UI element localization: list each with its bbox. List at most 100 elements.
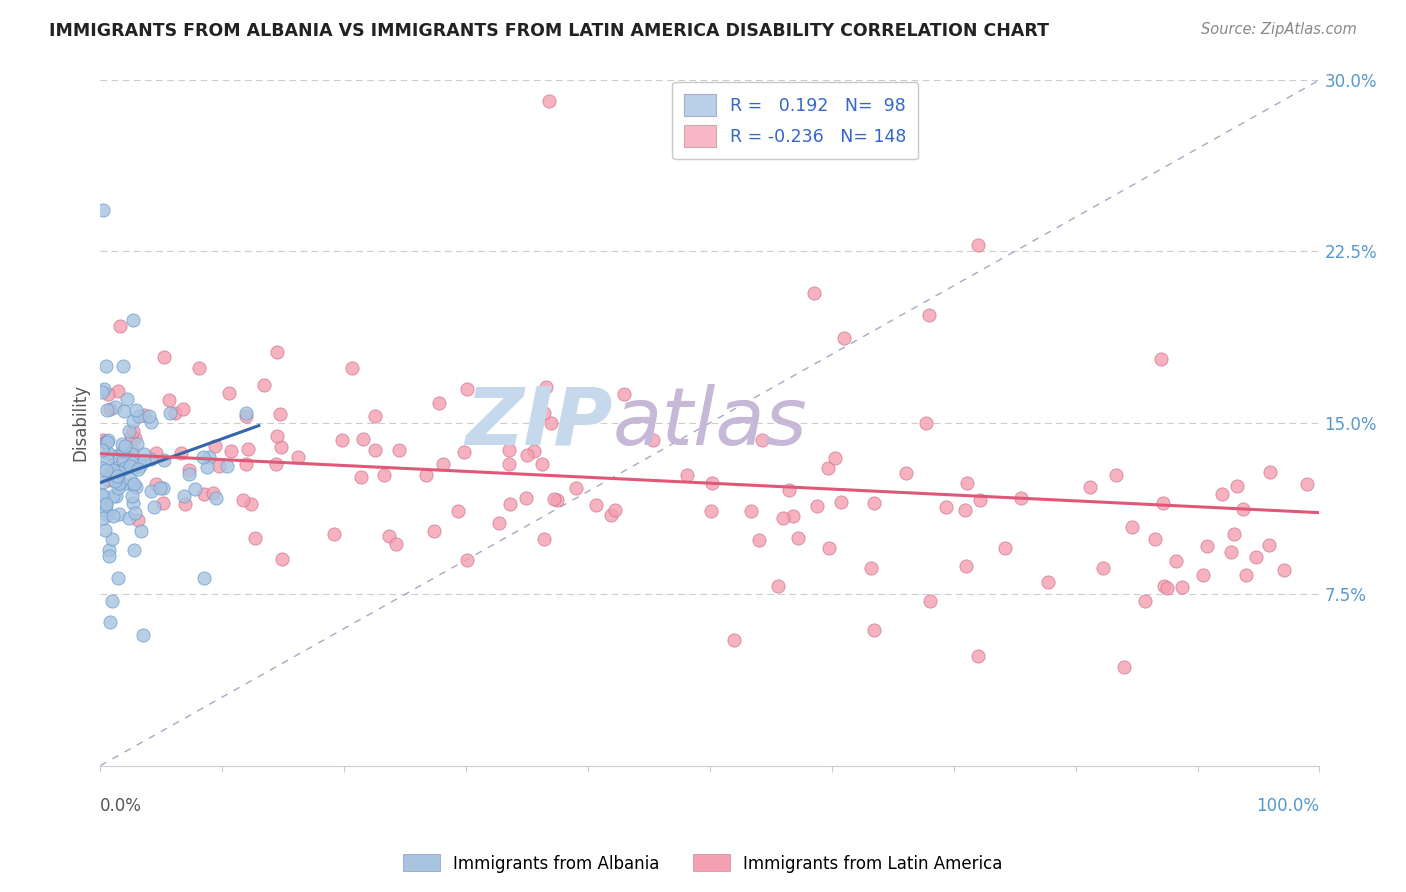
Point (543, 491, 565, 506)
Point (157, 392, 180, 407)
Point (129, 455, 152, 469)
Point (96, 508, 118, 522)
Point (107, 571, 129, 585)
Point (533, 532, 555, 546)
Point (105, 489, 128, 503)
Point (377, 529, 399, 543)
Point (935, 500, 957, 515)
Point (1272, 563, 1295, 577)
Point (215, 458, 238, 473)
Point (955, 503, 977, 517)
Point (134, 447, 156, 461)
Point (894, 466, 917, 480)
Point (786, 531, 808, 545)
Point (105, 461, 128, 475)
Point (94, 435, 117, 450)
Point (453, 445, 475, 459)
Point (91, 489, 114, 503)
Point (91, 203, 114, 218)
Point (232, 492, 254, 507)
Point (1197, 540, 1219, 554)
Point (94, 463, 117, 477)
Point (120, 459, 142, 474)
Point (173, 497, 195, 511)
Point (101, 489, 124, 503)
Point (1144, 533, 1167, 547)
Y-axis label: Disability: Disability (72, 384, 89, 461)
Point (817, 460, 839, 475)
Point (253, 378, 276, 392)
Point (91, 433, 114, 447)
Point (111, 359, 134, 373)
Point (127, 437, 149, 451)
Point (118, 425, 141, 439)
Point (98, 615, 121, 629)
Point (97, 433, 120, 447)
Point (170, 446, 193, 460)
Point (863, 623, 886, 637)
Point (105, 465, 128, 479)
Point (93, 475, 115, 489)
Point (145, 446, 167, 460)
Point (1223, 526, 1246, 541)
Point (423, 524, 446, 539)
Point (1153, 579, 1175, 593)
Point (1150, 351, 1173, 366)
Point (104, 474, 127, 488)
Point (141, 452, 163, 467)
Point (121, 424, 143, 438)
Point (165, 405, 187, 419)
Point (120, 428, 142, 442)
Point (124, 543, 146, 558)
Point (1164, 554, 1187, 568)
Point (266, 458, 288, 472)
Point (107, 507, 129, 521)
Point (101, 449, 124, 463)
Point (96, 503, 118, 517)
Point (121, 443, 143, 458)
Point (675, 468, 697, 483)
Point (723, 632, 745, 647)
Point (107, 463, 129, 477)
Point (447, 504, 470, 518)
Point (748, 533, 770, 547)
Point (914, 416, 936, 430)
Point (124, 431, 146, 445)
Point (101, 463, 124, 477)
Point (235, 409, 257, 424)
Point (1220, 545, 1243, 559)
Point (920, 594, 942, 608)
Legend: Immigrants from Albania, Immigrants from Latin America: Immigrants from Albania, Immigrants from… (396, 847, 1010, 880)
Text: IMMIGRANTS FROM ALBANIA VS IMMIGRANTS FROM LATIN AMERICA DISABILITY CORRELATION : IMMIGRANTS FROM ALBANIA VS IMMIGRANTS FR… (49, 22, 1049, 40)
Point (124, 460, 146, 475)
Point (153, 453, 176, 467)
Point (112, 445, 135, 459)
Point (641, 433, 664, 447)
Point (456, 382, 478, 396)
Point (145, 476, 167, 491)
Point (330, 433, 353, 447)
Point (153, 350, 176, 364)
Point (101, 594, 124, 608)
Point (702, 476, 724, 491)
Point (523, 444, 546, 458)
Point (188, 361, 211, 376)
Point (599, 508, 621, 522)
Point (121, 489, 143, 503)
Point (173, 489, 195, 503)
Point (266, 429, 288, 443)
Point (97, 467, 120, 482)
Point (122, 477, 145, 491)
Point (388, 443, 411, 458)
Point (198, 450, 221, 464)
Point (1121, 520, 1143, 534)
Point (104, 400, 127, 414)
Point (243, 531, 266, 545)
Point (152, 496, 174, 510)
Point (364, 443, 387, 458)
Point (830, 495, 852, 509)
Point (235, 457, 257, 471)
Point (112, 443, 135, 458)
Point (138, 409, 160, 423)
Point (125, 480, 148, 494)
